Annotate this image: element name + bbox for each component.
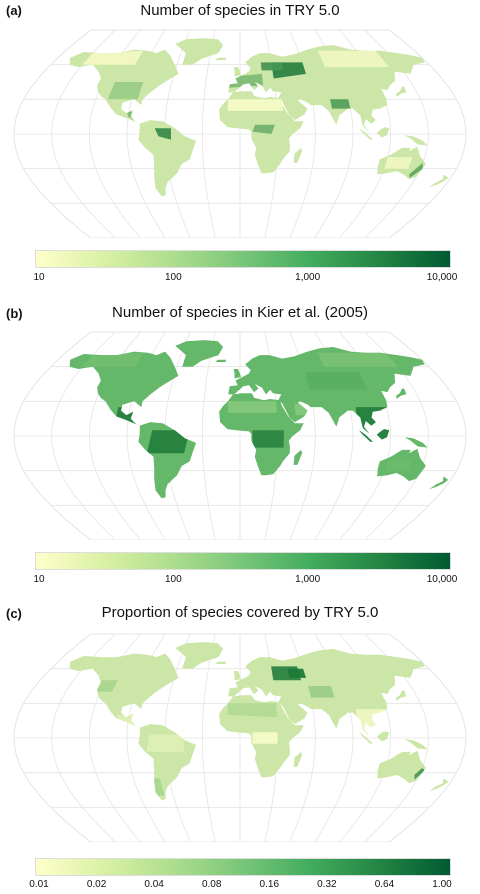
colorbar [35,250,451,268]
value-region [409,162,423,178]
panel-b: (b) Number of species in Kier et al. (20… [0,298,480,596]
value-region [227,401,277,413]
colorbar-tick-label: 0.16 [259,879,280,890]
colorbar-tick-label: 0.01 [29,879,49,890]
new-zealand-landmass [429,174,449,188]
value-region [260,62,284,71]
panel-letter: (c) [6,606,22,621]
borneo-landmass [376,731,390,742]
value-region [107,82,144,100]
japan-landmass [396,86,407,97]
value-region [317,352,398,367]
japan-landmass [396,388,407,399]
colorbar-tick-label: 0.02 [86,879,107,890]
uk-landmass [233,369,242,379]
europe-asia-landmass [228,347,425,434]
panel-title: Proportion of species covered by TRY 5.0 [101,604,379,621]
greenland-landmass [175,642,224,669]
value-region [82,50,144,65]
north-america-landmass [69,351,179,427]
value-region [384,459,413,471]
colorbar-tick-label: 100 [164,574,182,585]
world-map [13,633,467,842]
greenland-landmass [175,340,224,367]
colorbar-tick-label: 0.08 [201,879,222,890]
value-region [252,124,275,134]
greenland-landmass [175,38,224,65]
colorbar-tick-label: 10 [33,574,45,585]
iceland-landmass [215,661,226,664]
panel-title: Number of species in TRY 5.0 [140,2,340,19]
new-zealand-landmass [429,778,449,792]
value-region [330,99,351,109]
colorbar-ticks: 10 100 1,000 10,000 [0,574,480,590]
value-region [82,352,144,367]
value-regions [82,50,423,178]
colorbar-tick-label: 0.04 [144,879,164,890]
panel-letter: (a) [6,3,22,18]
colorbar-tick-label: 100 [164,272,182,283]
colorbar-tick-label: 1,000 [295,272,321,283]
colorbar-tick-label: 10 [33,272,45,283]
value-region [252,430,284,448]
madagascar-landmass [293,147,303,163]
australia-landmass [377,750,426,784]
value-region [227,703,278,718]
colorbar [35,552,451,570]
colorbar-ticks: 10 100 1,000 10,000 [0,272,480,288]
value-region [146,430,190,454]
colorbar-ticks: 0.01 0.02 0.04 0.08 0.16 0.32 0.64 1.00 [0,879,480,893]
new-zealand-landmass [429,476,449,490]
colorbar-tick-label: 10,000 [426,574,458,585]
value-region [154,128,171,140]
world-map [13,29,467,238]
borneo-landmass [376,127,390,138]
panel-letter: (b) [6,306,23,321]
colorbar [35,858,451,876]
panel-a: (a) Number of species in TRY 5.0 10 100 1,… [0,0,480,298]
value-region [414,768,425,780]
new-guinea-landmass [404,437,428,448]
iceland-landmass [215,359,226,362]
colorbar-tick-label: 10,000 [426,272,458,283]
japan-landmass [396,690,407,701]
value-region [304,372,368,390]
colorbar-tick-label: 1.00 [432,879,452,890]
value-region [146,734,184,752]
north-america-landmass [69,653,179,729]
new-guinea-landmass [404,135,428,146]
sumatra-landmass [359,128,373,140]
sumatra-landmass [359,732,373,744]
panel-title: Number of species in Kier et al. (2005) [112,304,368,321]
madagascar-landmass [293,751,303,767]
value-region [252,732,278,744]
colorbar-tick-label: 1,000 [295,574,321,585]
madagascar-landmass [293,449,303,465]
uk-landmass [233,67,242,77]
value-region [384,157,413,169]
panel-c: (c) Proportion of species covered by TRY… [0,596,480,894]
south-america-landmass [138,120,197,197]
iceland-landmass [215,57,226,60]
world-map [13,331,467,540]
new-guinea-landmass [404,739,428,750]
colorbar-tick-label: 0.64 [374,879,395,890]
value-region [287,668,306,678]
uk-landmass [233,671,242,681]
value-region [317,50,389,67]
value-region [227,99,284,111]
colorbar-tick-label: 0.32 [317,879,337,890]
value-region [308,686,335,698]
